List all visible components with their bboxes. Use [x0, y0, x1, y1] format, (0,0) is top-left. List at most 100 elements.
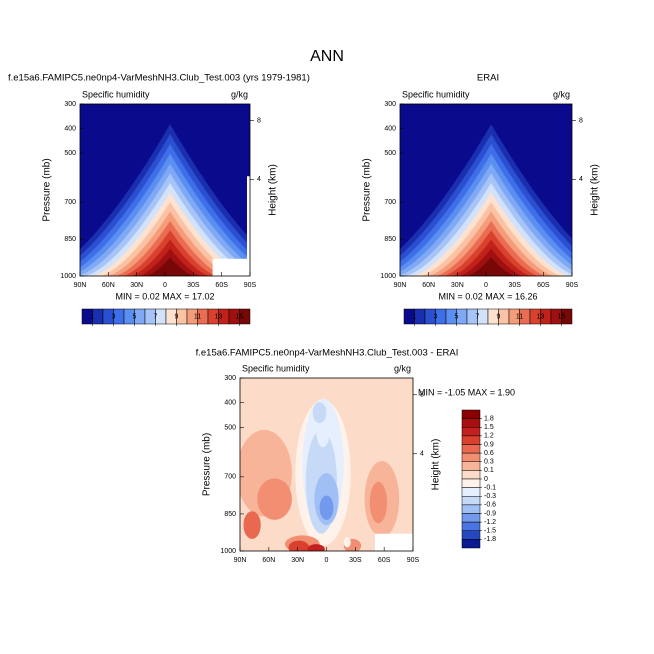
y2-tick-label: 8	[579, 118, 583, 125]
colorbar-label: -1.2	[484, 519, 496, 526]
colorbar-label: 5	[455, 313, 459, 320]
contour-fill	[243, 511, 261, 539]
x-tick-label: 90S	[244, 282, 257, 289]
colorbar-label: 13	[215, 313, 223, 320]
contour-fill	[369, 481, 388, 524]
missing-region	[247, 176, 250, 276]
colorbar-box	[461, 478, 481, 488]
colorbar-label: -1.8	[484, 536, 496, 543]
y-tick-label: 400	[224, 400, 236, 407]
colorbar-label: 0	[484, 476, 488, 483]
contour-fill	[319, 495, 334, 520]
colorbar-box	[239, 308, 251, 325]
colorbar-label: 1	[413, 313, 417, 320]
colorbar-label: 9	[497, 313, 501, 320]
colorbar-box	[461, 487, 481, 497]
annotation: MIN = 0.02 MAX = 17.02	[115, 291, 214, 301]
y-tick-label: 700	[384, 199, 396, 206]
x-tick-label: 0	[163, 282, 167, 289]
colorbar-box	[461, 427, 481, 437]
colorbar-box	[461, 452, 481, 462]
y2-axis-label: Height (km)	[590, 164, 601, 216]
x-tick-label: 90N	[234, 557, 247, 564]
y-tick-label: 300	[384, 101, 396, 108]
panel-title: f.e15a6.FAMIPC5.ne0np4-VarMeshNH3.Club_T…	[196, 348, 459, 359]
y-tick-label: 300	[64, 101, 76, 108]
right-label: g/kg	[553, 89, 570, 99]
x-tick-label: 30N	[291, 557, 304, 564]
colorbar-label: -0.1	[484, 484, 496, 491]
y-tick-label: 850	[64, 236, 76, 243]
colorbar-label: 1.8	[484, 415, 494, 422]
contour-fill	[145, 257, 195, 276]
colorbar-label: 7	[154, 313, 158, 320]
y2-tick-label: 4	[257, 176, 261, 183]
colorbar-label: 11	[516, 313, 523, 320]
colorbar-box	[461, 521, 481, 531]
contour-fill	[307, 544, 325, 551]
contour-fill	[257, 478, 292, 520]
x-tick-label: 0	[484, 282, 488, 289]
y-tick-label: 400	[384, 125, 396, 132]
x-tick-label: 90S	[566, 282, 579, 289]
contour-fill	[466, 257, 517, 276]
y-axis-label: Pressure (mb)	[362, 158, 373, 221]
colorbar-label: 5	[133, 313, 137, 320]
colorbar-label: 13	[537, 313, 545, 320]
colorbar-label: 1	[91, 313, 95, 320]
x-tick-label: 0	[325, 557, 329, 564]
y-tick-label: 500	[224, 424, 236, 431]
x-tick-label: 60S	[537, 282, 550, 289]
x-tick-label: 30S	[349, 557, 362, 564]
colorbar-label: 11	[194, 313, 201, 320]
figure-title: ANN	[310, 48, 344, 65]
colorbar-label: 0.6	[484, 450, 494, 457]
y2-tick-label: 8	[257, 118, 261, 125]
colorbar-box	[561, 308, 573, 325]
y2-tick-label: 4	[420, 451, 424, 458]
colorbar-label: -0.9	[484, 510, 496, 517]
y-tick-label: 1000	[220, 548, 236, 555]
colorbar-box	[461, 444, 481, 454]
y-tick-label: 700	[64, 199, 76, 206]
missing-region	[374, 533, 413, 551]
x-tick-label: 90N	[74, 282, 87, 289]
colorbar-box	[461, 418, 481, 428]
colorbar-label: 0.3	[484, 459, 494, 466]
contour-field	[400, 104, 572, 276]
contour-fill	[343, 537, 351, 548]
colorbar-label: 1.5	[484, 424, 494, 431]
colorbar-box	[461, 409, 481, 419]
x-tick-label: 60S	[378, 557, 391, 564]
contour-field	[80, 104, 250, 276]
left-label: Specific humidity	[82, 89, 150, 99]
x-tick-label: 60S	[215, 282, 228, 289]
x-tick-label: 90N	[394, 282, 407, 289]
y-tick-label: 300	[224, 375, 236, 382]
left-label: Specific humidity	[402, 89, 470, 99]
x-tick-label: 60N	[262, 557, 275, 564]
colorbar-box	[461, 530, 481, 540]
contour-field	[240, 378, 413, 551]
colorbar-label: 0.1	[484, 467, 494, 474]
colorbar-box	[461, 539, 481, 549]
colorbar-label: -0.6	[484, 502, 496, 509]
y2-axis-label: Height (km)	[268, 164, 279, 216]
x-tick-label: 30S	[187, 282, 200, 289]
y-tick-label: 400	[64, 125, 76, 132]
colorbar-label: 15	[236, 313, 244, 320]
x-tick-label: 60N	[422, 282, 435, 289]
colorbar-box	[461, 435, 481, 445]
colorbar-label: 7	[476, 313, 480, 320]
colorbar-label: -0.3	[484, 493, 496, 500]
colorbar-label: 15	[558, 313, 566, 320]
colorbar-box	[461, 513, 481, 523]
colorbar-label: 9	[175, 313, 179, 320]
y2-axis-label: Height (km)	[431, 439, 442, 491]
y-tick-label: 1000	[60, 273, 76, 280]
colorbar-label: -1.5	[484, 528, 496, 535]
contour-fill	[288, 540, 310, 551]
y2-tick-label: 8	[420, 392, 424, 399]
y-tick-label: 500	[384, 150, 396, 157]
